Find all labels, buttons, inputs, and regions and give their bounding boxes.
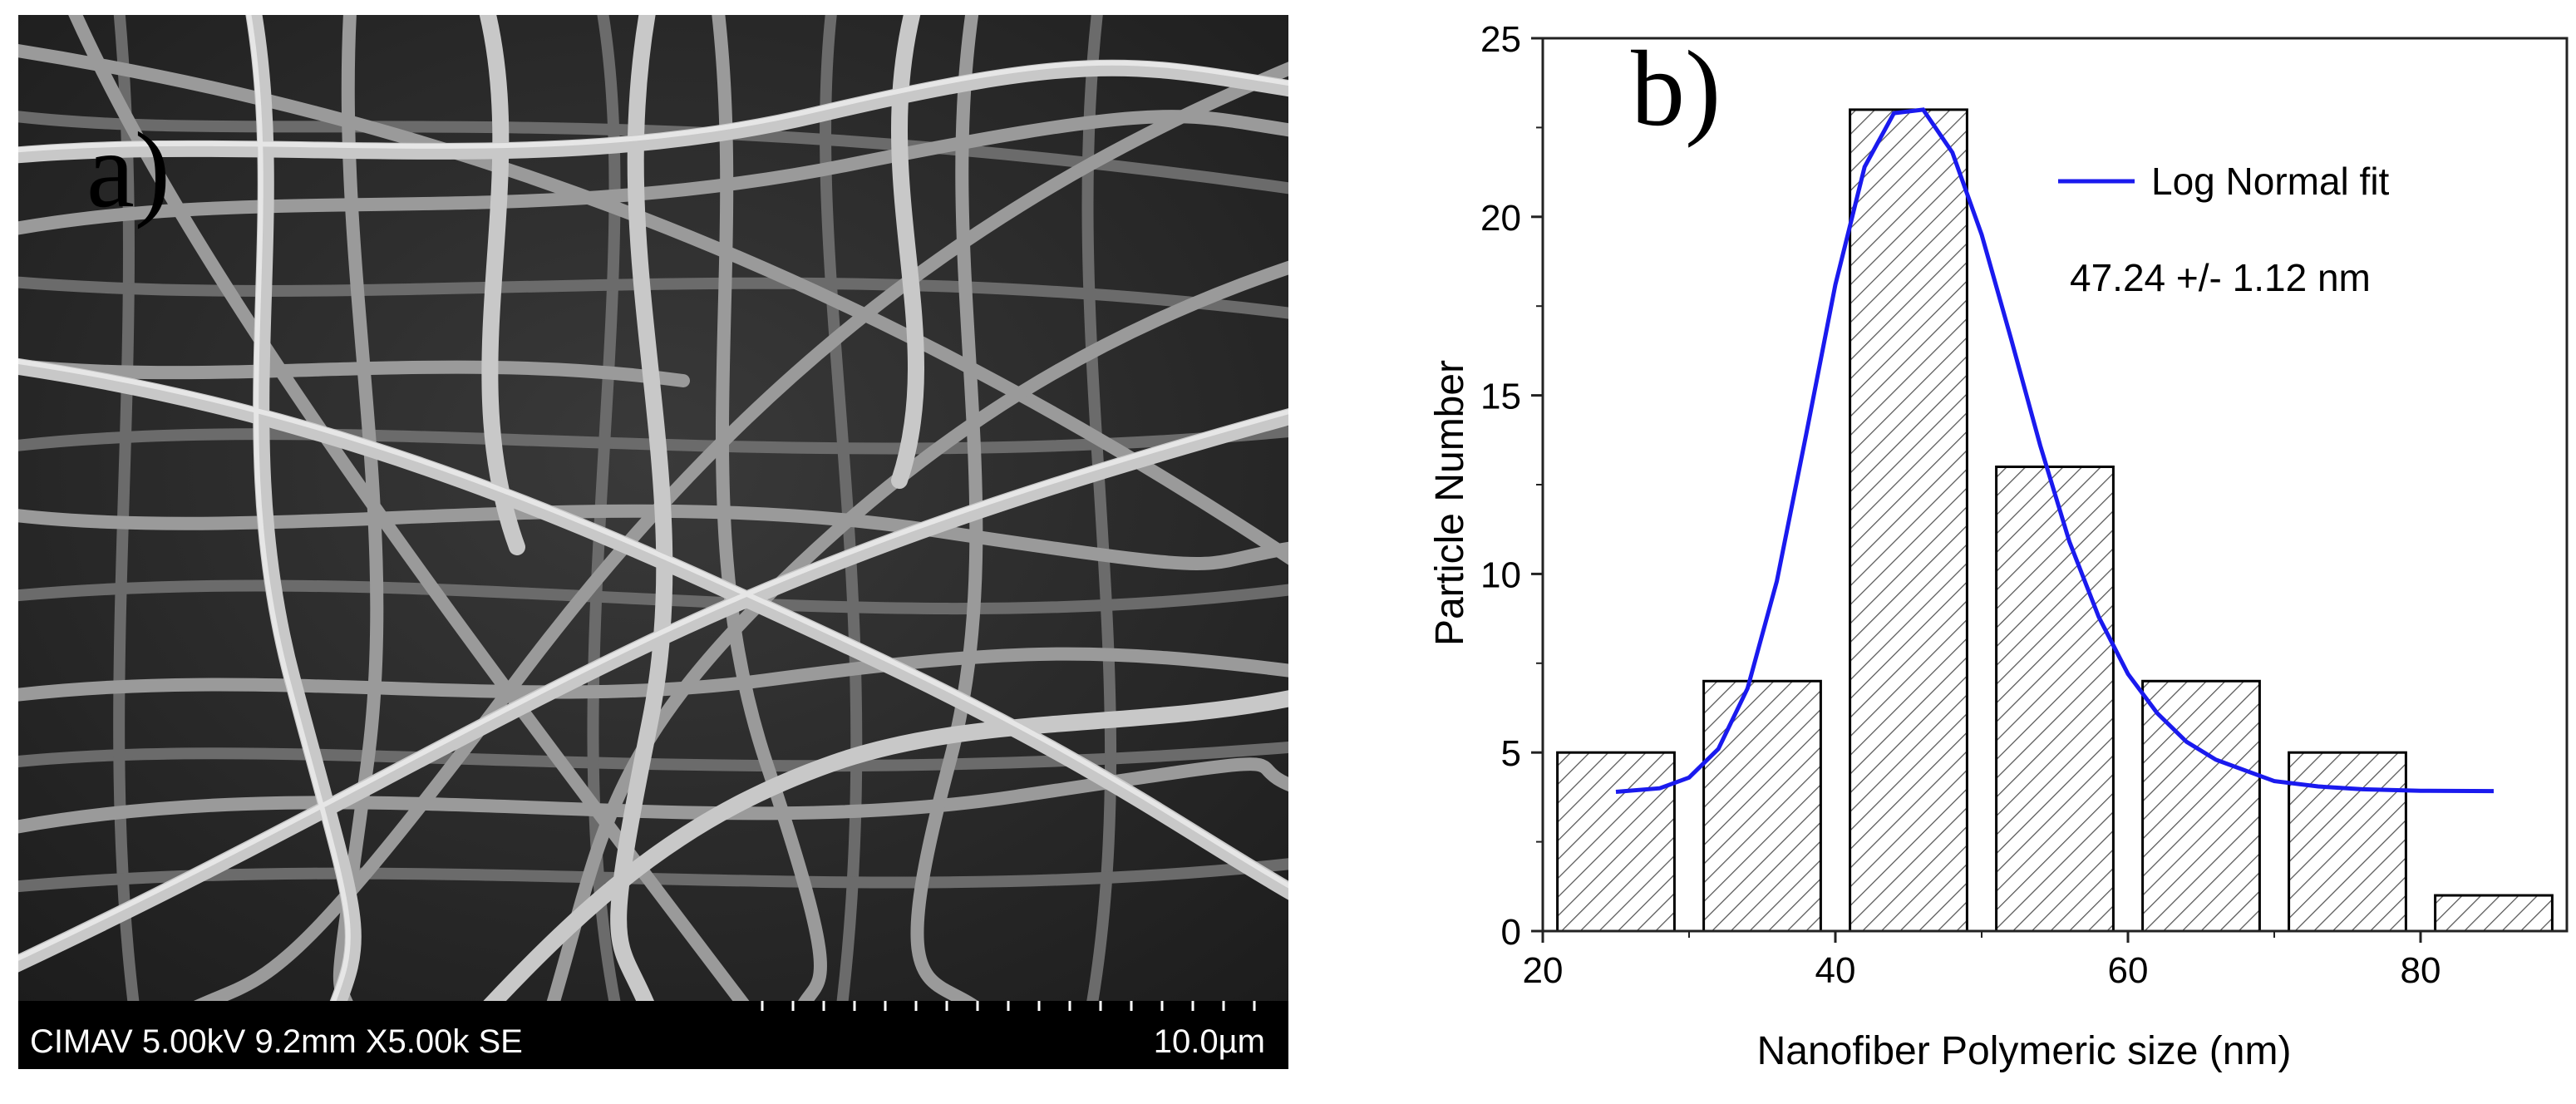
x-axis-ticks: 20 40 60 80 xyxy=(1523,931,2441,991)
legend: Log Normal fit xyxy=(2058,160,2390,203)
y-tick-label: 5 xyxy=(1501,733,1521,774)
histogram-bar-6 xyxy=(2288,751,2407,933)
scale-bar-ticks xyxy=(761,1001,1256,1011)
histogram-chart: 20 40 60 80 0 5 10 15 20 25 b) Log Normal fit 47… xyxy=(1428,19,2569,1073)
nanofiber-mesh xyxy=(18,15,1288,1001)
y-axis-label: Particle Number xyxy=(1428,360,1472,646)
sem-scale-label: 10.0µm xyxy=(1154,1023,1265,1060)
legend-label-fit: Log Normal fit xyxy=(2151,160,2390,203)
x-axis-label: Nanofiber Polymeric size (nm) xyxy=(1757,1029,2292,1073)
bars-layer xyxy=(1556,108,2554,933)
histogram-bar-1 xyxy=(1556,751,1676,933)
sem-image: CIMAV 5.00kV 9.2mm X5.00k SE 10.0µm a) xyxy=(18,15,1288,1069)
histogram-bar-3 xyxy=(1849,108,1968,933)
histogram-bar-7 xyxy=(2434,894,2554,933)
y-tick-label: 15 xyxy=(1480,377,1521,417)
sem-info-bar xyxy=(18,1001,1288,1069)
histogram-bar-2 xyxy=(1702,679,1822,933)
y-axis-ticks: 0 5 10 15 20 25 xyxy=(1480,19,1543,953)
x-tick-label: 40 xyxy=(1815,950,1856,991)
log-normal-fit-line xyxy=(1615,107,2495,794)
panel-label-a: a) xyxy=(86,111,170,230)
y-tick-label: 0 xyxy=(1501,912,1521,953)
histogram-bar-4 xyxy=(1995,466,2115,933)
y-tick-label: 10 xyxy=(1480,554,1521,595)
x-tick-label: 60 xyxy=(2108,950,2149,991)
histogram-bar-5 xyxy=(2141,679,2261,933)
y-tick-label: 20 xyxy=(1480,198,1521,239)
histogram-panel: 20 40 60 80 0 5 10 15 20 25 b) Log Normal fit 47… xyxy=(1363,0,2576,1100)
x-tick-label: 20 xyxy=(1523,950,1564,991)
x-tick-label: 80 xyxy=(2401,950,2441,991)
y-tick-label: 25 xyxy=(1480,19,1521,60)
sem-image-panel: CIMAV 5.00kV 9.2mm X5.00k SE 10.0µm a) xyxy=(18,15,1288,1069)
panel-label-b: b) xyxy=(1631,29,1721,149)
fit-annotation: 47.24 +/- 1.12 nm xyxy=(2070,256,2371,299)
sem-info-text: CIMAV 5.00kV 9.2mm X5.00k SE xyxy=(30,1023,523,1060)
